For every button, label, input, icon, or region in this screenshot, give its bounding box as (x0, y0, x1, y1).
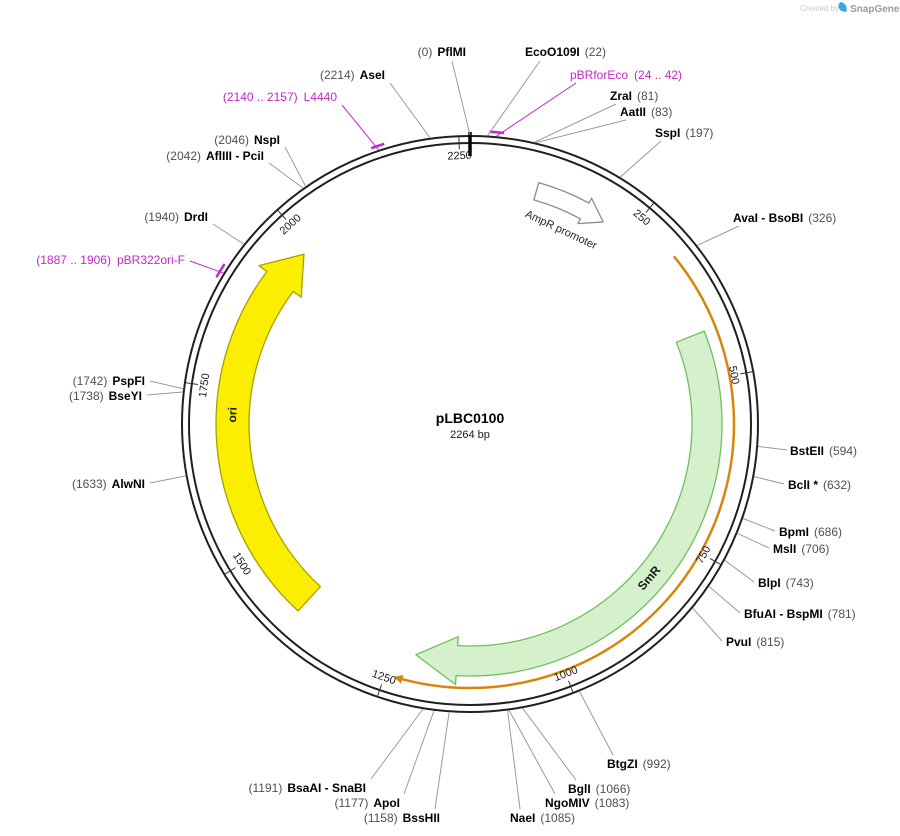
leader-BsaAI-SnaBI (370, 708, 424, 780)
leader-AseI (389, 82, 431, 139)
L4440-mark (370, 142, 385, 150)
feature-gene-arc[interactable] (395, 255, 736, 690)
tick-750 (709, 557, 721, 565)
leader-AflIII-PciI (268, 162, 304, 189)
site-label-DrdI[interactable]: (1940) DrdI (144, 210, 208, 224)
leader-NgoMIV (508, 710, 556, 795)
primer-marks (215, 130, 505, 278)
tick-500 (740, 371, 753, 375)
leader-BlpI (724, 559, 755, 583)
watermark-brand: SnapGene (850, 4, 900, 15)
site-label-AatII[interactable]: AatII (83) (620, 105, 672, 119)
site-labels: (0) PflMI EcoO109I (22) pBRforEco (24 .. 42) Z… (36, 45, 857, 825)
leader-ZraI (534, 103, 617, 143)
site-label-BlpI[interactable]: BlpI (743) (758, 576, 814, 590)
site-label-AseI[interactable]: (2214) AseI (320, 68, 385, 82)
tick-1500 (224, 567, 236, 575)
leader-PvuI (692, 607, 723, 642)
site-label-AflIII-PciI[interactable]: (2042) AflIII - PciI (166, 149, 264, 163)
tick-1000 (568, 680, 574, 693)
tick-label-1500: 1500 (230, 550, 253, 577)
tick-label-2250: 2250 (447, 150, 472, 163)
site-label-BssHII[interactable]: (1158) BssHII (364, 811, 440, 825)
leader-AlwNI (149, 475, 186, 484)
leader-BpmI (742, 518, 776, 532)
tick-label-1000: 1000 (552, 664, 579, 684)
site-label-MslI[interactable]: MslI (706) (773, 542, 829, 556)
leader-BstEII (758, 445, 788, 451)
leader-ApoI (403, 710, 435, 795)
tick-1750 (185, 382, 198, 385)
leader-MslI (737, 533, 770, 549)
tick-label-1750: 1750 (197, 372, 212, 398)
leader-DrdI (212, 223, 245, 245)
backbone (181, 132, 759, 713)
leader-EcoO109I (487, 60, 541, 136)
leader-BclI (754, 476, 785, 485)
leader-BseYI (146, 391, 183, 396)
tick-label-500: 500 (726, 365, 741, 385)
leader-BfuAI-BspMI (708, 586, 741, 614)
leader-PflMI (451, 60, 471, 136)
site-label-BstEII[interactable]: BstEII (594) (790, 444, 857, 458)
site-label-ZraI[interactable]: ZraI (81) (610, 89, 658, 103)
pBR322ori-F-mark (215, 263, 226, 278)
leader-L4440 (341, 104, 379, 151)
site-label-BpmI[interactable]: BpmI (686) (779, 525, 842, 539)
feature-gene-arc-arrowhead (393, 674, 404, 684)
feature-AmpR-promoter[interactable] (533, 181, 604, 225)
site-label-BtgZI[interactable]: BtgZI (992) (607, 757, 671, 771)
leader-BtgZI (579, 691, 614, 756)
watermark: Created by SnapGene (800, 2, 900, 15)
feature-SmR[interactable] (415, 330, 723, 686)
site-label-AlwNI[interactable]: (1633) AlwNI (72, 477, 145, 491)
site-label-SspI[interactable]: SspI (197) (655, 126, 713, 140)
tick-label-1250: 1250 (370, 668, 397, 687)
site-label-BclI[interactable]: BclI * (632) (788, 478, 851, 492)
site-label-EcoO109I[interactable]: EcoO109I (22) (525, 45, 606, 59)
tick-250 (645, 203, 654, 213)
leader-AvaI-BsoBI (697, 225, 740, 246)
site-label-BsaAI-SnaBI[interactable]: (1191) BsaAI - SnaBI (249, 781, 366, 795)
tick-label-250: 250 (631, 207, 653, 228)
feature-ori[interactable] (215, 253, 322, 612)
leader-BssHII (434, 712, 450, 810)
snapgene-logo-icon (838, 2, 847, 12)
leader-BglI (522, 707, 577, 781)
site-label-AvaI-BsoBI[interactable]: AvaI - BsoBI (326) (733, 211, 836, 225)
leader-pBR322ori-F (189, 260, 224, 274)
site-label-pBR322ori-F[interactable]: (1887 .. 1906) pBR322ori-F (36, 253, 185, 267)
tick-1250 (377, 684, 383, 696)
watermark-created-by: Created by (800, 4, 839, 13)
site-label-pBRforEco[interactable]: pBRforEco (24 .. 42) (570, 68, 682, 82)
tick-label-750: 750 (694, 544, 713, 566)
plasmid-size: 2264 bp (450, 429, 490, 441)
tick-2000 (277, 210, 287, 220)
feature-label-ori[interactable]: ori (225, 407, 240, 423)
site-label-BfuAI-BspMI[interactable]: BfuAI - BspMI (781) (744, 607, 856, 621)
site-label-L4440[interactable]: (2140 .. 2157) L4440 (223, 90, 337, 104)
leader-NaeI (507, 710, 521, 810)
site-label-NgoMIV[interactable]: NgoMIV (1083) (545, 796, 629, 810)
pBRforEco-mark (489, 130, 505, 135)
site-label-BseYI[interactable]: (1738) BseYI (69, 389, 142, 403)
site-label-NspI[interactable]: (2046) NspI (214, 133, 280, 147)
leader-SspI (619, 140, 662, 178)
site-label-ApoI[interactable]: (1177) ApoI (335, 796, 400, 810)
site-label-PspFI[interactable]: (1742) PspFI (73, 374, 145, 388)
leader-AatII (535, 119, 627, 144)
leader-lines (146, 60, 788, 810)
leader-PspFI (149, 380, 184, 390)
site-label-NaeI[interactable]: NaeI (1085) (510, 811, 575, 825)
leader-NspI (284, 146, 307, 187)
site-label-PflMI[interactable]: (0) PflMI (418, 45, 466, 59)
site-label-PvuI[interactable]: PvuI (815) (726, 635, 784, 649)
leader-pBRforEco (496, 82, 577, 137)
plasmid-name: pLBC0100 (436, 410, 505, 426)
site-label-BglI[interactable]: BglI (1066) (568, 782, 630, 796)
